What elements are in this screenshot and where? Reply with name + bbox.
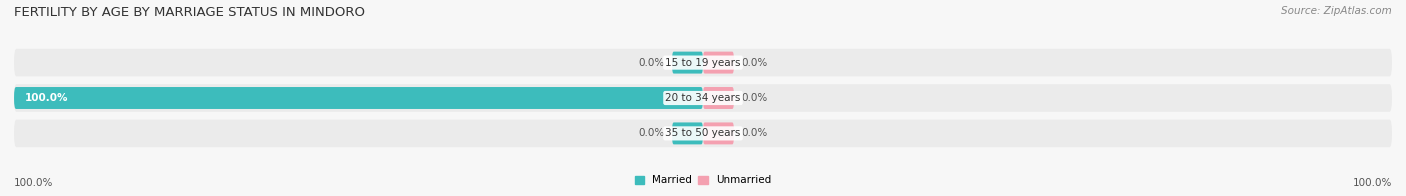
Text: Source: ZipAtlas.com: Source: ZipAtlas.com xyxy=(1281,6,1392,16)
Legend: Married, Unmarried: Married, Unmarried xyxy=(630,171,776,189)
FancyBboxPatch shape xyxy=(14,87,703,109)
Text: 0.0%: 0.0% xyxy=(741,58,768,68)
FancyBboxPatch shape xyxy=(672,52,703,74)
Text: 0.0%: 0.0% xyxy=(741,93,768,103)
FancyBboxPatch shape xyxy=(672,122,703,144)
FancyBboxPatch shape xyxy=(703,52,734,74)
Text: 20 to 34 years: 20 to 34 years xyxy=(665,93,741,103)
Text: 0.0%: 0.0% xyxy=(741,128,768,138)
Text: 0.0%: 0.0% xyxy=(638,128,665,138)
FancyBboxPatch shape xyxy=(703,122,734,144)
Text: 100.0%: 100.0% xyxy=(1353,178,1392,188)
FancyBboxPatch shape xyxy=(14,84,1392,112)
FancyBboxPatch shape xyxy=(703,87,734,109)
Text: FERTILITY BY AGE BY MARRIAGE STATUS IN MINDORO: FERTILITY BY AGE BY MARRIAGE STATUS IN M… xyxy=(14,6,366,19)
FancyBboxPatch shape xyxy=(14,120,1392,147)
Text: 0.0%: 0.0% xyxy=(638,58,665,68)
Text: 15 to 19 years: 15 to 19 years xyxy=(665,58,741,68)
Text: 100.0%: 100.0% xyxy=(14,178,53,188)
Text: 35 to 50 years: 35 to 50 years xyxy=(665,128,741,138)
FancyBboxPatch shape xyxy=(14,49,1392,76)
Text: 100.0%: 100.0% xyxy=(24,93,67,103)
